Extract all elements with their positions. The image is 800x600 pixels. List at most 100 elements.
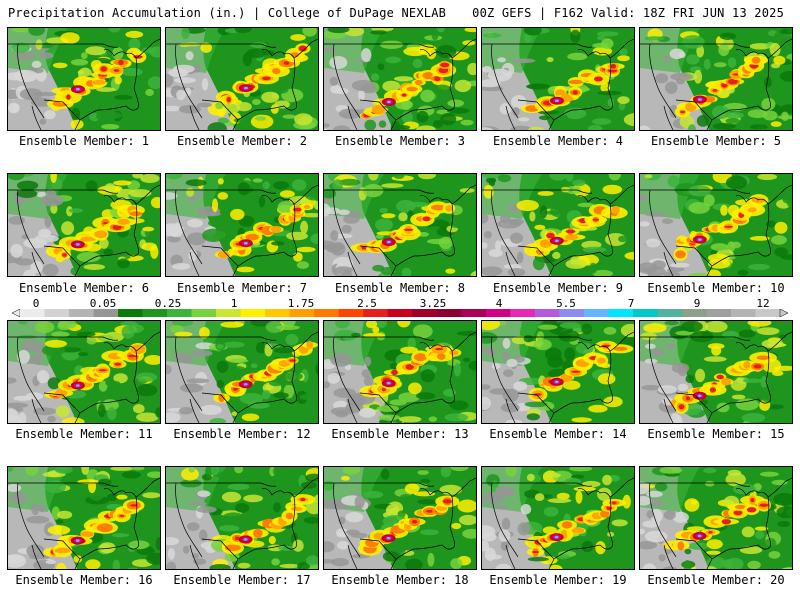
map-title: Precipitation Accumulation (in.) | Colle… <box>8 6 447 20</box>
ensemble-member-label: Ensemble Member: 19 <box>489 573 627 587</box>
precip-map <box>482 321 634 423</box>
ensemble-member-label: Ensemble Member: 18 <box>331 573 469 587</box>
precip-map <box>640 467 792 569</box>
precip-map <box>8 467 160 569</box>
ensemble-member-map <box>165 466 319 570</box>
precip-map <box>640 174 792 276</box>
precip-map <box>324 467 476 569</box>
precip-map <box>324 28 476 130</box>
ensemble-member-map <box>165 173 319 277</box>
ensemble-member-label: Ensemble Member: 16 <box>15 573 153 587</box>
colorbar-tick-label: 1 <box>230 297 238 310</box>
precip-map <box>482 174 634 276</box>
ensemble-member-map <box>165 320 319 424</box>
run-valid-time: 00Z GEFS | F162 Valid: 18Z FRI JUN 13 20… <box>472 6 784 20</box>
ensemble-member-map <box>481 27 635 131</box>
ensemble-member-label: Ensemble Member: 17 <box>173 573 311 587</box>
precip-map <box>166 28 318 130</box>
colorbar-arrow <box>12 309 21 317</box>
precip-map <box>482 28 634 130</box>
colorbar-swatch <box>657 309 683 317</box>
colorbar-arrow <box>779 309 788 317</box>
ensemble-member-label: Ensemble Member: 11 <box>15 427 153 441</box>
colorbar-swatch <box>436 309 462 317</box>
ensemble-member-label: Ensemble Member: 10 <box>647 281 785 295</box>
ensemble-member-label: Ensemble Member: 5 <box>650 134 782 148</box>
ensemble-member-label: Ensemble Member: 14 <box>489 427 627 441</box>
ensemble-member-label: Ensemble Member: 8 <box>334 281 466 295</box>
colorbar-tick-label: 3.25 <box>419 297 447 310</box>
colorbar-swatch <box>510 309 536 317</box>
colorbar-tick-label: 5.5 <box>556 297 576 310</box>
colorbar-swatch <box>167 309 192 317</box>
ensemble-member-map <box>481 173 635 277</box>
colorbar-swatch <box>534 309 560 317</box>
colorbar-swatch <box>755 309 781 317</box>
colorbar-tick-label: 1.75 <box>287 297 315 310</box>
colorbar-swatch <box>216 309 241 317</box>
precip-map <box>166 467 318 569</box>
ensemble-member-label: Ensemble Member: 13 <box>331 427 469 441</box>
colorbar-swatch <box>314 309 340 317</box>
ensemble-member-label: Ensemble Member: 2 <box>176 134 308 148</box>
colorbar-swatch <box>608 309 634 317</box>
colorbar-swatch <box>142 309 168 317</box>
precip-map <box>324 174 476 276</box>
ensemble-member-label: Ensemble Member: 7 <box>176 281 308 295</box>
colorbar-swatch <box>583 309 609 317</box>
precipitation-colorbar <box>12 309 788 317</box>
colorbar-swatch <box>485 309 511 317</box>
colorbar-swatch <box>20 309 45 317</box>
precip-map <box>324 321 476 423</box>
ensemble-member-map <box>481 320 635 424</box>
precip-map <box>8 28 160 130</box>
ensemble-member-map <box>323 27 477 131</box>
colorbar-swatch <box>706 309 732 317</box>
ensemble-member-map <box>639 320 793 424</box>
colorbar-tick-label: 4 <box>495 297 503 310</box>
ensemble-member-label: Ensemble Member: 9 <box>492 281 624 295</box>
colorbar-swatch <box>461 309 487 317</box>
ensemble-member-label: Ensemble Member: 12 <box>173 427 311 441</box>
ensemble-member-map <box>639 173 793 277</box>
ensemble-member-label: Ensemble Member: 1 <box>18 134 150 148</box>
ensemble-member-map <box>165 27 319 131</box>
colorbar-swatch <box>240 309 266 317</box>
colorbar-tick-label: 9 <box>693 297 701 310</box>
colorbar-swatch <box>363 309 389 317</box>
ensemble-member-label: Ensemble Member: 20 <box>647 573 785 587</box>
colorbar-swatch <box>632 309 658 317</box>
colorbar-swatch <box>338 309 364 317</box>
colorbar-tick-label: 0.05 <box>89 297 117 310</box>
colorbar-tick-label: 2.5 <box>357 297 377 310</box>
colorbar-swatch <box>44 309 70 317</box>
ensemble-member-map <box>7 466 161 570</box>
ensemble-member-map <box>323 320 477 424</box>
precip-map <box>166 174 318 276</box>
colorbar-swatch <box>387 309 413 317</box>
colorbar-swatch <box>191 309 217 317</box>
ensemble-member-map <box>7 27 161 131</box>
colorbar-swatch <box>69 309 94 317</box>
precip-map <box>640 321 792 423</box>
colorbar-swatch <box>118 309 143 317</box>
colorbar-tick-label: 7 <box>627 297 635 310</box>
ensemble-member-map <box>639 27 793 131</box>
colorbar-tick-label: 0 <box>32 297 40 310</box>
colorbar-swatch <box>681 309 707 317</box>
ensemble-member-map <box>7 173 161 277</box>
ensemble-member-map <box>323 173 477 277</box>
ensemble-member-label: Ensemble Member: 15 <box>647 427 785 441</box>
ensemble-member-label: Ensemble Member: 3 <box>334 134 466 148</box>
colorbar-tick-label: 12 <box>756 297 770 310</box>
colorbar-swatch <box>289 309 315 317</box>
colorbar-swatch <box>265 309 290 317</box>
ensemble-member-label: Ensemble Member: 6 <box>18 281 150 295</box>
precip-map <box>8 174 160 276</box>
ensemble-member-map <box>481 466 635 570</box>
colorbar-swatch <box>559 309 585 317</box>
ensemble-member-map <box>639 466 793 570</box>
ensemble-member-map <box>7 320 161 424</box>
ensemble-member-map <box>323 466 477 570</box>
precip-map <box>166 321 318 423</box>
